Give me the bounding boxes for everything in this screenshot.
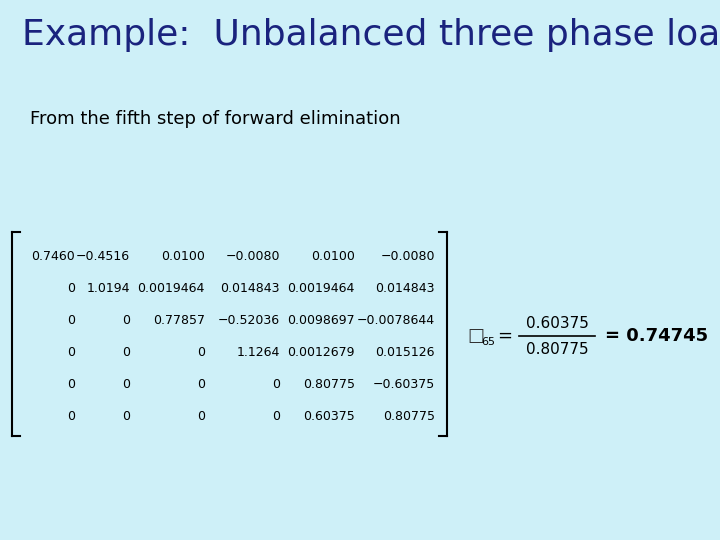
Text: −0.60375: −0.60375 xyxy=(373,377,435,390)
Text: 0: 0 xyxy=(122,346,130,359)
Text: 0: 0 xyxy=(197,409,205,422)
Text: −0.0080: −0.0080 xyxy=(380,249,435,262)
Text: 0: 0 xyxy=(272,409,280,422)
Text: −0.52036: −0.52036 xyxy=(218,314,280,327)
Text: 0.80775: 0.80775 xyxy=(303,377,355,390)
Text: =: = xyxy=(497,327,512,345)
Text: 0.77857: 0.77857 xyxy=(153,314,205,327)
Text: 0.0019464: 0.0019464 xyxy=(287,281,355,294)
Text: From the fifth step of forward elimination: From the fifth step of forward eliminati… xyxy=(30,110,400,128)
Text: 0: 0 xyxy=(67,377,75,390)
Text: −0.0080: −0.0080 xyxy=(225,249,280,262)
Text: 0.0098697: 0.0098697 xyxy=(287,314,355,327)
Text: 0.015126: 0.015126 xyxy=(376,346,435,359)
Text: 0: 0 xyxy=(272,377,280,390)
Text: 0.80775: 0.80775 xyxy=(383,409,435,422)
Text: □: □ xyxy=(467,327,484,345)
Text: 0.014843: 0.014843 xyxy=(376,281,435,294)
Text: 0: 0 xyxy=(197,377,205,390)
Text: = 0.74745: = 0.74745 xyxy=(605,327,708,345)
Text: 0: 0 xyxy=(197,346,205,359)
Text: −0.0078644: −0.0078644 xyxy=(357,314,435,327)
Text: Example:  Unbalanced three phase load: Example: Unbalanced three phase load xyxy=(22,18,720,52)
Text: 0: 0 xyxy=(67,314,75,327)
Text: 0.0100: 0.0100 xyxy=(311,249,355,262)
Text: 0.0012679: 0.0012679 xyxy=(287,346,355,359)
Text: 0.014843: 0.014843 xyxy=(220,281,280,294)
Text: 0.80775: 0.80775 xyxy=(526,341,588,356)
Text: 0.0019464: 0.0019464 xyxy=(138,281,205,294)
Text: 0.60375: 0.60375 xyxy=(303,409,355,422)
Text: 65: 65 xyxy=(481,337,495,347)
Text: 1.0194: 1.0194 xyxy=(86,281,130,294)
Text: 0: 0 xyxy=(122,377,130,390)
Text: 0.7460: 0.7460 xyxy=(31,249,75,262)
Text: 1.1264: 1.1264 xyxy=(237,346,280,359)
Text: 0: 0 xyxy=(122,409,130,422)
Text: −0.4516: −0.4516 xyxy=(76,249,130,262)
Text: 0: 0 xyxy=(67,409,75,422)
Text: 0: 0 xyxy=(67,281,75,294)
Text: 0: 0 xyxy=(122,314,130,327)
Text: 0.60375: 0.60375 xyxy=(526,315,588,330)
Text: 0.0100: 0.0100 xyxy=(161,249,205,262)
Text: 0: 0 xyxy=(67,346,75,359)
